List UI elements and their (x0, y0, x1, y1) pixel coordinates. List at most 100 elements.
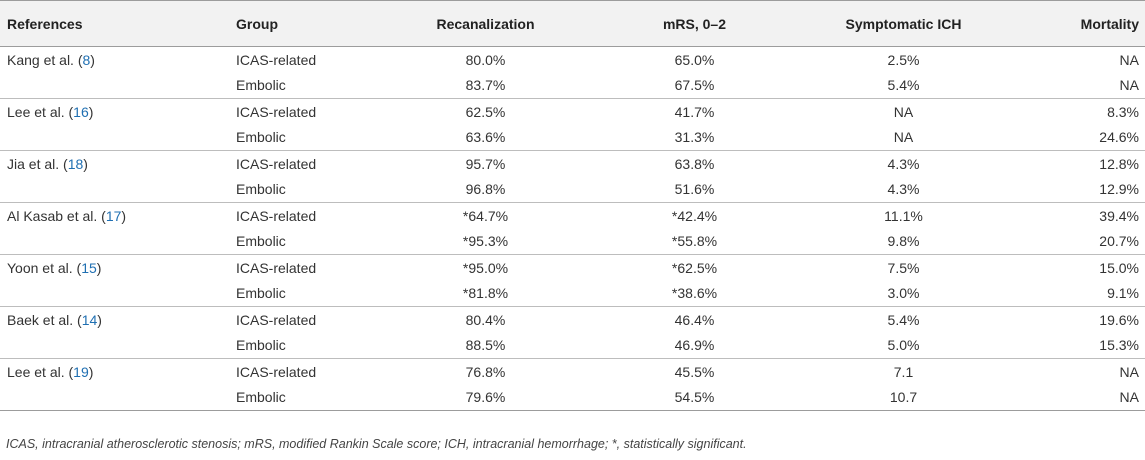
cell-recanalization: 80.0% (465, 51, 506, 68)
cell-reference: Jia et al. (18) (0, 150, 229, 177)
citation-link[interactable]: 19 (73, 363, 89, 380)
reference-close-paren: ) (121, 207, 127, 224)
cell-mrs: 67.5% (674, 77, 715, 94)
reference-author: Kang et al. ( (7, 51, 83, 68)
citation-link[interactable]: 14 (81, 311, 98, 328)
reference-close-paren: ) (88, 103, 94, 120)
reference-close-paren: ) (88, 363, 94, 380)
cell-mrs: *38.6% (671, 285, 718, 302)
cell-mortality: 12.8% (1008, 150, 1145, 177)
citation-link[interactable]: 15 (81, 259, 97, 276)
table-row: Embolic 83.7% 67.5% 5.4% NA (0, 73, 1145, 99)
cell-recanalization: 83.7% (465, 77, 506, 94)
table-body: Kang et al. (8) ICAS-related 80.0% 65.0% 2.5… (0, 47, 1145, 411)
cell-reference (0, 384, 229, 411)
cell-group: ICAS-related (229, 254, 381, 281)
cell-group: Embolic (236, 77, 286, 94)
cell-group: ICAS-related (229, 306, 381, 333)
cell-group: Embolic (236, 181, 286, 198)
cell-mrs: 54.5% (590, 384, 799, 411)
table-row: Embolic 96.8% 51.6% 4.3% 12.9% (0, 177, 1145, 203)
table-row: Baek et al. (14) ICAS-related 80.4% 46.4% 5.… (0, 306, 1145, 333)
cell-recanalization: 88.5% (465, 337, 506, 354)
cell-recanalization: 80.4% (381, 306, 590, 333)
cell-group: ICAS-related (229, 98, 381, 125)
table-header: References Group Recanalization mRS, 0–2… (0, 0, 1145, 47)
cell-group: Embolic (236, 285, 286, 302)
cell-recanalization: *81.8% (462, 285, 509, 302)
cell-symptomatic-ich: 3.0% (887, 285, 920, 302)
reference-close-paren: ) (96, 259, 102, 276)
header-symptomatic-ich: Symptomatic ICH (799, 0, 1008, 47)
header-row: References Group Recanalization mRS, 0–2… (0, 0, 1145, 47)
comparison-table-container: References Group Recanalization mRS, 0–2… (0, 0, 1145, 411)
cell-group: ICAS-related (229, 150, 381, 177)
cell-reference: Kang et al. (8) (0, 47, 229, 73)
cell-symptomatic-ich: 7.5% (799, 254, 1008, 281)
cell-mrs: 63.8% (590, 150, 799, 177)
cell-recanalization: 95.7% (381, 150, 590, 177)
cell-reference (0, 73, 229, 99)
cell-mrs: *55.8% (671, 233, 718, 250)
cell-reference: Al Kasab et al. (17) (0, 202, 229, 229)
cell-mrs: 46.9% (674, 337, 715, 354)
cell-symptomatic-ich: 11.1% (799, 202, 1008, 229)
table-row: Yoon et al. (15) ICAS-related *95.0% *62.5%… (0, 254, 1145, 281)
table-row: Lee et al. (16) ICAS-related 62.5% 41.7% NA 8… (0, 98, 1145, 125)
reference-close-paren: ) (90, 51, 95, 68)
cell-recanalization: *64.7% (381, 202, 590, 229)
table-row: Kang et al. (8) ICAS-related 80.0% 65.0% 2.5… (0, 47, 1145, 73)
cell-group: Embolic (236, 337, 286, 354)
cell-mortality: 20.7% (1099, 233, 1139, 250)
cell-mrs: 51.6% (674, 181, 715, 198)
table-row: Embolic *95.3% *55.8% 9.8% 20.7% (0, 229, 1145, 255)
header-mrs: mRS, 0–2 (590, 0, 799, 47)
cell-mrs: 46.4% (590, 306, 799, 333)
cell-mrs: 31.3% (674, 129, 715, 146)
citation-link[interactable]: 18 (67, 155, 84, 172)
reference-author: Baek et al. ( (7, 311, 82, 328)
cell-mortality: NA (1119, 77, 1139, 94)
cell-symptomatic-ich: 7.1 (799, 358, 1008, 385)
cell-symptomatic-ich: 2.5% (887, 51, 920, 68)
reference-close-paren: ) (83, 155, 88, 172)
reference-author: Al Kasab et al. ( (7, 207, 106, 224)
cell-recanalization: 76.8% (381, 358, 590, 385)
cell-reference: Baek et al. (14) (0, 306, 229, 333)
cell-symptomatic-ich: NA (893, 129, 914, 146)
cell-mortality: 19.6% (1008, 306, 1145, 333)
cell-mrs: 65.0% (674, 51, 715, 68)
citation-link[interactable]: 16 (73, 103, 89, 120)
cell-mortality: 39.4% (1008, 202, 1145, 229)
cell-reference (0, 229, 229, 255)
cell-reference (0, 177, 229, 203)
citation-link[interactable]: 8 (82, 51, 91, 68)
header-recanalization: Recanalization (381, 0, 590, 47)
cell-reference: Lee et al. (16) (0, 98, 229, 125)
cell-reference (0, 281, 229, 307)
cell-mortality: 9.1% (1107, 285, 1139, 302)
reference-author: Lee et al. ( (7, 363, 74, 380)
cell-group: Embolic (236, 129, 286, 146)
cell-group: Embolic (229, 384, 381, 411)
cell-recanalization: 79.6% (381, 384, 590, 411)
cell-mortality: 12.9% (1099, 181, 1139, 198)
cell-symptomatic-ich: NA (799, 98, 1008, 125)
cell-group: ICAS-related (229, 202, 381, 229)
table-row: Embolic 63.6% 31.3% NA 24.6% (0, 125, 1145, 151)
table-row: Jia et al. (18) ICAS-related 95.7% 63.8% 4.3… (0, 150, 1145, 177)
cell-recanalization: 62.5% (381, 98, 590, 125)
cell-mortality: 15.0% (1008, 254, 1145, 281)
citation-link[interactable]: 17 (105, 207, 122, 224)
cell-recanalization: *95.3% (462, 233, 509, 250)
cell-mortality: NA (1008, 358, 1145, 385)
table-row: Lee et al. (19) ICAS-related 76.8% 45.5% 7.1… (0, 358, 1145, 385)
cell-recanalization: 63.6% (465, 129, 506, 146)
table-row: Al Kasab et al. (17) ICAS-related *64.7% *4… (0, 202, 1145, 229)
cell-symptomatic-ich: 5.4% (887, 77, 920, 94)
cell-mortality: 15.3% (1099, 337, 1139, 354)
cell-reference (0, 333, 229, 359)
cell-symptomatic-ich: 5.0% (887, 337, 920, 354)
header-group: Group (229, 0, 381, 47)
cell-recanalization: 96.8% (465, 181, 506, 198)
